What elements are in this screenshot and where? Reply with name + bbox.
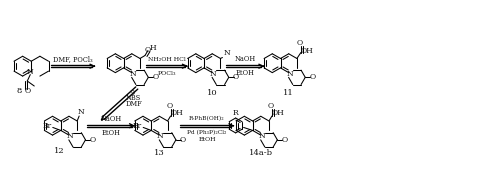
Text: 12: 12 <box>54 146 65 155</box>
Text: O: O <box>180 136 186 144</box>
Text: N: N <box>78 108 84 116</box>
Text: O: O <box>152 73 158 81</box>
Text: 14a-b: 14a-b <box>249 149 273 158</box>
Text: EtOH: EtOH <box>236 69 255 77</box>
Text: EtOH: EtOH <box>102 129 120 137</box>
Text: N: N <box>258 132 265 140</box>
Text: NaOH: NaOH <box>100 115 121 123</box>
Text: Pd (Ph₃P)₂Cl₂: Pd (Ph₃P)₂Cl₂ <box>188 130 226 135</box>
Text: Br: Br <box>42 122 51 130</box>
Text: DMF, POCl₃: DMF, POCl₃ <box>53 55 93 63</box>
Text: DMF: DMF <box>125 100 142 108</box>
Text: OH: OH <box>170 109 183 117</box>
Text: O: O <box>232 73 239 81</box>
Text: N: N <box>66 132 73 140</box>
Text: O: O <box>145 46 151 54</box>
Text: O: O <box>166 102 172 110</box>
Text: 10: 10 <box>207 89 218 97</box>
Text: O: O <box>309 73 316 81</box>
Text: O: O <box>24 87 30 95</box>
Text: 13: 13 <box>154 149 165 158</box>
Text: N: N <box>286 70 293 78</box>
Text: N: N <box>210 70 216 78</box>
Text: O: O <box>90 136 96 144</box>
Text: 8: 8 <box>17 87 22 95</box>
Text: 11: 11 <box>284 89 294 97</box>
Text: R: R <box>233 109 238 117</box>
Text: NaOH: NaOH <box>235 55 256 63</box>
Text: N: N <box>224 49 231 56</box>
Text: Br: Br <box>132 122 142 130</box>
Text: N: N <box>130 70 136 78</box>
Text: O: O <box>297 39 303 47</box>
Text: NH₂OH HCl: NH₂OH HCl <box>148 57 186 62</box>
Text: NBS: NBS <box>126 94 141 102</box>
Text: O: O <box>268 102 274 110</box>
Text: O: O <box>281 136 287 144</box>
Text: 9: 9 <box>129 89 134 97</box>
Text: OH: OH <box>272 109 284 117</box>
Text: N: N <box>157 132 164 140</box>
Text: R-PhB(OH)₂: R-PhB(OH)₂ <box>189 116 225 121</box>
Text: EtOH: EtOH <box>198 137 216 142</box>
Text: H: H <box>150 44 156 52</box>
Text: POCl₃: POCl₃ <box>158 71 176 76</box>
Text: N: N <box>27 68 34 76</box>
Text: OH: OH <box>300 46 314 55</box>
